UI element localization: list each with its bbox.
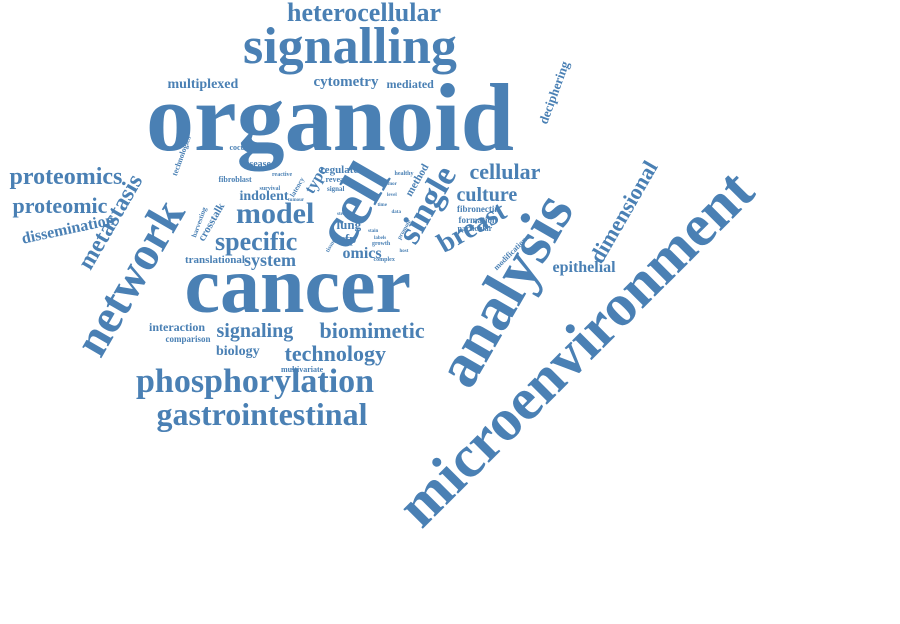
word-cellular: cellular (469, 159, 541, 184)
word-data: data (391, 209, 401, 215)
word-tumour: tumour (288, 197, 305, 203)
word-technology: technology (284, 341, 386, 366)
word-cytometry: cytometry (313, 73, 379, 90)
word-reveal: reveal (325, 175, 347, 184)
word-reactive: reactive (272, 172, 293, 178)
word-srfp: srfp (334, 230, 357, 246)
word-organoid: organoid (146, 64, 515, 171)
word-multivariate: multivariate (281, 365, 324, 374)
word-biomimetic: biomimetic (319, 318, 425, 343)
word-epithelial: epithelial (552, 259, 616, 276)
word-particular: particular (457, 224, 493, 233)
word-model: model (236, 197, 315, 230)
word-growth: growth (372, 241, 391, 247)
word-system: system (244, 250, 296, 270)
word-comparison: comparison (165, 333, 211, 344)
word-lung: lung (336, 216, 362, 232)
word-culture: culture (456, 184, 518, 206)
word-gastrointestinal: gastrointestinal (156, 396, 368, 432)
word-biology: biology (216, 344, 260, 359)
word-proteomics: proteomics (9, 164, 123, 190)
word-complex: complex (373, 257, 395, 263)
word-cocultures: cocultures (229, 143, 265, 152)
word-fibronectin: fibronectin (457, 203, 500, 214)
word-signaling: signaling (216, 320, 294, 342)
word-multiplexed: multiplexed (167, 77, 239, 92)
word-labels: labels (374, 235, 387, 241)
word-signalling: signalling (243, 18, 457, 75)
word-signal: signal (327, 184, 345, 193)
word-formation: formation (458, 214, 498, 225)
word-cancer: cancer (184, 242, 412, 330)
word-stain: stain (368, 228, 379, 234)
word-deciphering: deciphering (535, 58, 573, 126)
word-regulate: regulate (320, 163, 359, 176)
word-time: time (377, 202, 387, 208)
word-heterocellular: heterocellular (287, 0, 442, 27)
word-interaction: interaction (149, 320, 205, 334)
word-translational: translational (185, 253, 245, 266)
word-proteomic: proteomic (12, 193, 108, 218)
word-level: level (387, 192, 397, 198)
word-specific: specific (215, 227, 298, 256)
word-disease: disease (241, 159, 271, 170)
word-fibroblast: fibroblast (218, 175, 252, 184)
word-healthy: healthy (394, 171, 414, 177)
word-survival: survival (259, 186, 281, 192)
word-tumor: tumor (383, 181, 397, 187)
word-stem: stem (337, 211, 347, 217)
word-omics: omics (342, 245, 382, 262)
word-mediated: mediated (386, 77, 434, 91)
word-host: host (399, 248, 409, 254)
word-phosphorylation: phosphorylation (136, 363, 375, 400)
word-indolent: indolent (239, 189, 289, 204)
